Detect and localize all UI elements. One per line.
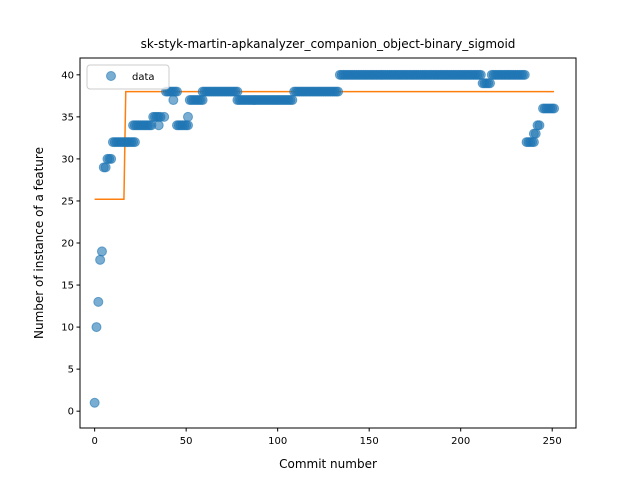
y-axis-label: Number of instance of a feature (32, 147, 46, 339)
data-point (153, 120, 164, 131)
data-point (333, 86, 344, 97)
data-point (528, 137, 539, 148)
data-point (519, 69, 530, 80)
x-tick-label: 250 (543, 436, 562, 447)
y-tick-label: 20 (61, 239, 74, 250)
x-tick-label: 150 (360, 436, 379, 447)
legend: data (86, 64, 170, 90)
data-point (549, 103, 560, 114)
y-tick-label: 40 (61, 70, 74, 81)
y-tick-label: 15 (61, 281, 74, 292)
data-point (534, 120, 545, 131)
data-point (168, 95, 179, 106)
chart-title: sk-styk-martin-apkanalyzer_companion_obj… (141, 37, 516, 51)
x-tick-label: 50 (180, 436, 193, 447)
y-tick-label: 35 (61, 112, 74, 123)
data-point (106, 153, 117, 164)
x-axis: 0 50 100 150 200 250 (91, 428, 562, 447)
legend-marker-data (106, 71, 116, 81)
x-tick-label: 200 (451, 436, 470, 447)
data-point (232, 86, 243, 97)
data-point (95, 254, 106, 265)
y-tick-label: 5 (68, 365, 74, 376)
data-point (96, 246, 107, 257)
x-axis-label: Commit number (279, 457, 377, 471)
y-tick-label: 10 (61, 323, 74, 334)
data-point (91, 322, 102, 333)
y-axis: 0 5 10 15 20 25 30 35 40 (61, 70, 80, 418)
data-point (89, 397, 100, 408)
data-point (159, 111, 170, 122)
data-point (129, 137, 140, 148)
data-point (182, 120, 193, 131)
data-point (484, 78, 495, 89)
data-point (475, 69, 486, 80)
y-tick-label: 30 (61, 154, 74, 165)
data-point (172, 86, 183, 97)
y-tick-label: 0 (68, 407, 74, 418)
x-tick-label: 100 (268, 436, 287, 447)
data-point (100, 162, 111, 173)
data-point (287, 95, 298, 106)
data-point (197, 95, 208, 106)
data-point (530, 128, 541, 139)
axes-frame (79, 57, 577, 429)
data-point (182, 111, 193, 122)
legend-label-data: data (132, 72, 155, 83)
legend-box (86, 64, 170, 90)
x-tick-label: 0 (91, 436, 97, 447)
data-series (89, 69, 560, 408)
y-tick-label: 25 (61, 196, 74, 207)
data-point (93, 296, 104, 307)
